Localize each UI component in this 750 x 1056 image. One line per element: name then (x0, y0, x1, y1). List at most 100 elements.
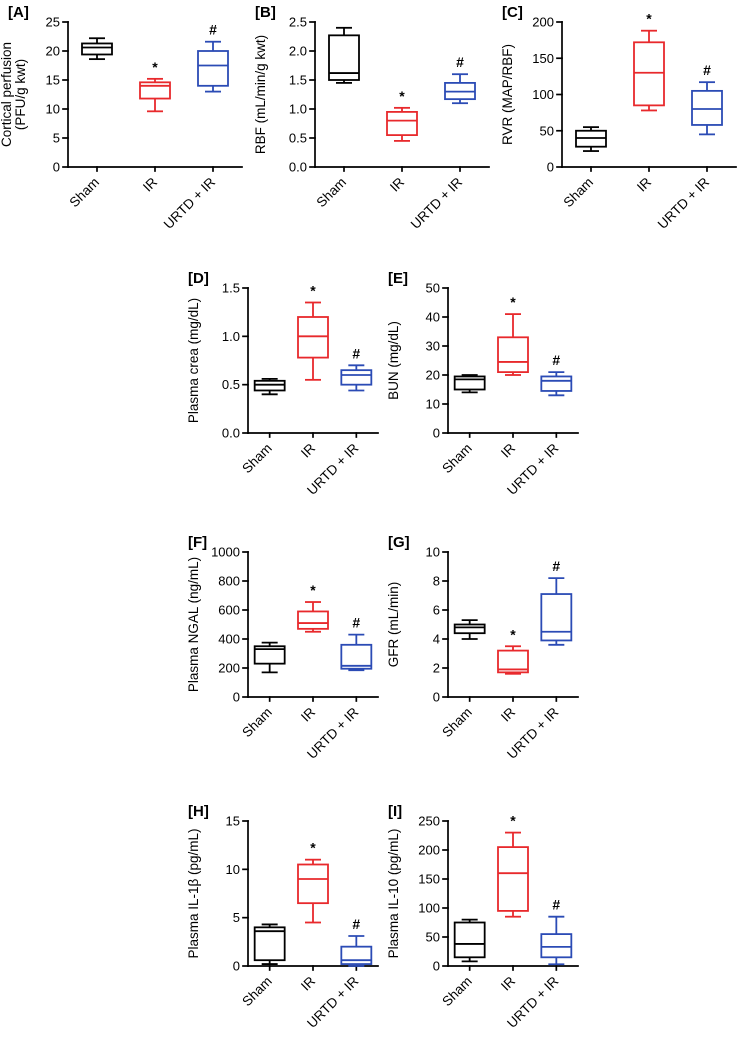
y-tick-label: 400 (218, 632, 240, 647)
x-tick-label: Sham (239, 974, 275, 1010)
y-tick-label: 0 (433, 426, 440, 441)
y-tick-label: 0.5 (289, 131, 307, 146)
box-sham (453, 623, 486, 635)
panel-label: [F] (188, 534, 207, 551)
significance-marker: * (152, 59, 158, 75)
figure-row-4: [H] 0 5 10 15 Plasma IL-1β (pg/mL) Sham * IR # URT… (0, 801, 750, 1036)
y-tick-label: 2.5 (289, 15, 307, 30)
x-tick-label: Sham (239, 705, 275, 741)
box-urtd-ir (340, 945, 373, 965)
y-tick-label: 40 (426, 310, 440, 325)
panel-d: [D] 0.0 0.5 1.0 1.5 Plasma crea (mg/dL) Sham * I… (186, 268, 386, 503)
x-tick-label: Sham (67, 175, 103, 211)
significance-marker: # (352, 916, 360, 932)
significance-marker: # (209, 22, 217, 38)
y-tick-label: 0 (433, 690, 440, 705)
box-sham (253, 379, 286, 392)
y-tick-label: 0 (53, 160, 60, 175)
y-tick-label: 50 (426, 281, 440, 296)
box-ir (497, 649, 529, 674)
x-tick-label: IR (498, 440, 518, 460)
panel-i: [I] 0 50 100 150 200 250 Plasma IL-10 (pg/mL) Sh… (386, 801, 586, 1036)
y-tick-label: 10 (226, 862, 240, 877)
box-urtd-ir (340, 643, 373, 670)
panel-label: [E] (388, 270, 408, 287)
box-ir (497, 336, 529, 374)
box-urtd-ir (197, 50, 229, 87)
box-urtd-ir (540, 933, 573, 959)
box-ir (297, 863, 329, 905)
x-tick-label: URTD + IR (655, 174, 713, 232)
panel-g: [G] 0 2 4 6 8 10 GFR (mL/min) Sham * IR # URTD + IR (386, 532, 586, 767)
y-axis-title: (PFU/g kwt) (13, 59, 28, 130)
y-tick-label: 30 (426, 339, 440, 354)
y-tick-label: 1.5 (289, 73, 307, 88)
y-tick-label: 1.5 (222, 281, 240, 296)
boxplot-svg: [B] 0.0 0.5 1.0 1.5 2.0 2.5 RBF (mL/min/g kwt) S… (253, 4, 490, 232)
y-axis-title: GFR (mL/min) (386, 582, 401, 668)
box-ir (139, 81, 171, 100)
panel-b: [B] 0.0 0.5 1.0 1.5 2.0 2.5 RBF (mL/min/g kwt) S… (253, 2, 497, 237)
y-tick-label: 250 (418, 814, 440, 829)
y-tick-label: 2.0 (289, 44, 307, 59)
y-axis-title: Cortical perfusion (0, 42, 14, 147)
y-tick-label: 25 (46, 15, 60, 30)
y-axis-title: Plasma crea (mg/dL) (186, 298, 201, 423)
box-ir (297, 610, 329, 630)
significance-marker: # (552, 352, 560, 368)
y-tick-label: 0 (433, 959, 440, 974)
boxplot-svg: [F] 0 200 400 600 800 1000 Plasma NGAL (ng/mL) S… (186, 534, 379, 762)
box-urtd-ir (540, 375, 573, 392)
y-tick-label: 8 (433, 574, 440, 589)
box-ir (633, 41, 665, 107)
y-axis-title: RVR (MAP/RBF) (500, 44, 515, 145)
y-tick-label: 0.0 (222, 426, 240, 441)
y-axis-title: RBF (mL/min/g kwt) (253, 35, 268, 154)
x-tick-label: IR (298, 973, 318, 993)
y-tick-label: 1.0 (289, 102, 307, 117)
y-tick-label: 5 (53, 131, 60, 146)
y-tick-label: 20 (426, 368, 440, 383)
x-tick-label: URTD + IR (161, 174, 219, 232)
significance-marker: * (310, 283, 316, 299)
x-tick-label: Sham (439, 441, 475, 477)
panel-e: [E] 0 10 20 30 40 50 BUN (mg/dL) Sham * IR # URTD + … (386, 268, 586, 503)
significance-marker: * (399, 88, 405, 104)
box-sham (453, 375, 486, 391)
y-tick-label: 200 (218, 661, 240, 676)
panel-label: [H] (188, 803, 209, 820)
significance-marker: # (456, 54, 464, 70)
panel-label: [D] (188, 270, 209, 287)
y-tick-label: 15 (226, 814, 240, 829)
y-tick-label: 1000 (211, 545, 240, 560)
y-tick-label: 600 (218, 603, 240, 618)
y-tick-label: 2 (433, 661, 440, 676)
y-tick-label: 0 (233, 690, 240, 705)
y-tick-label: 200 (532, 15, 554, 30)
boxplot-svg: [C] 0 50 100 150 200 RVR (MAP/RBF) Sham * IR # URTD… (500, 4, 737, 232)
significance-marker: # (703, 62, 711, 78)
box-urtd-ir (540, 593, 573, 642)
box-sham (81, 42, 113, 56)
x-tick-label: Sham (314, 175, 350, 211)
x-tick-label: IR (634, 174, 654, 194)
boxplot-svg: [D] 0.0 0.5 1.0 1.5 Plasma crea (mg/dL) Sham * I… (186, 270, 379, 498)
y-tick-label: 150 (532, 51, 554, 66)
y-tick-label: 150 (418, 872, 440, 887)
panel-a: [A] 0 5 10 15 20 25 Cortical perfusion (PFU/g kw… (0, 2, 250, 237)
box-sham (253, 645, 286, 665)
boxplot-svg: [A] 0 5 10 15 20 25 Cortical perfusion (PFU/g kw… (0, 4, 243, 232)
y-tick-label: 15 (46, 73, 60, 88)
y-tick-label: 10 (426, 397, 440, 412)
panel-label: [I] (388, 803, 402, 820)
significance-marker: # (552, 558, 560, 574)
figure-row-2: [D] 0.0 0.5 1.0 1.5 Plasma crea (mg/dL) Sham * I… (0, 268, 750, 503)
panel-label: [B] (255, 4, 276, 21)
y-tick-label: 200 (418, 843, 440, 858)
panel-h: [H] 0 5 10 15 Plasma IL-1β (pg/mL) Sham * IR # URT… (186, 801, 386, 1036)
y-tick-label: 6 (433, 603, 440, 618)
box-ir (386, 111, 418, 137)
